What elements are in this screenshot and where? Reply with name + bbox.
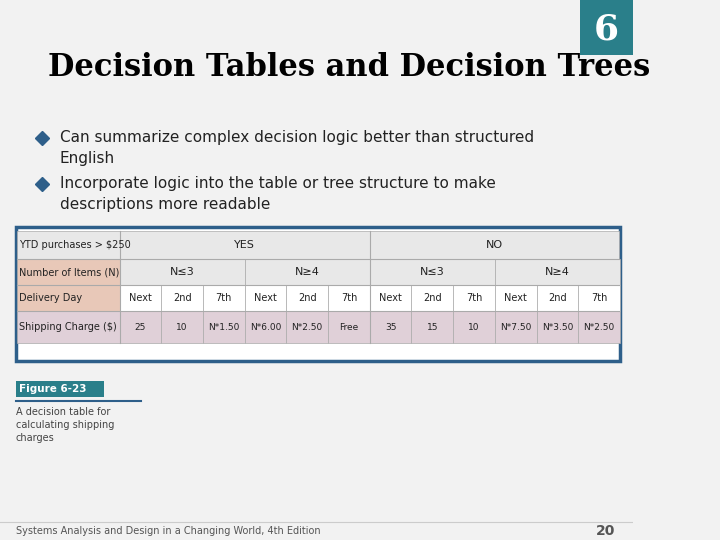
Text: Delivery Day: Delivery Day [19,293,83,303]
FancyBboxPatch shape [495,311,536,343]
Text: 15: 15 [426,322,438,332]
Text: Next: Next [129,293,152,303]
Text: Next: Next [504,293,527,303]
Text: 7th: 7th [216,293,232,303]
Text: 7th: 7th [591,293,607,303]
Text: Can summarize complex decision logic better than structured
English: Can summarize complex decision logic bet… [60,130,534,166]
FancyBboxPatch shape [120,285,161,311]
FancyBboxPatch shape [245,311,287,343]
FancyBboxPatch shape [328,285,370,311]
FancyBboxPatch shape [16,381,104,397]
Text: 6: 6 [594,13,619,47]
Text: YTD purchases > $250: YTD purchases > $250 [19,240,131,250]
FancyBboxPatch shape [578,311,620,343]
Text: 20: 20 [596,524,616,538]
Text: Incorporate logic into the table or tree structure to make
descriptions more rea: Incorporate logic into the table or tree… [60,177,495,212]
FancyBboxPatch shape [370,311,411,343]
FancyBboxPatch shape [370,231,619,259]
Text: N*2.50: N*2.50 [292,322,323,332]
Text: 35: 35 [385,322,397,332]
FancyBboxPatch shape [411,311,453,343]
FancyBboxPatch shape [328,311,370,343]
Text: 2nd: 2nd [298,293,317,303]
Text: 2nd: 2nd [423,293,441,303]
FancyBboxPatch shape [120,259,245,285]
Text: 7th: 7th [341,293,357,303]
FancyBboxPatch shape [203,311,245,343]
FancyBboxPatch shape [580,0,633,55]
FancyBboxPatch shape [16,227,620,361]
FancyBboxPatch shape [161,285,203,311]
FancyBboxPatch shape [17,259,120,285]
Text: N≤3: N≤3 [420,267,445,277]
Text: Next: Next [379,293,402,303]
FancyBboxPatch shape [161,311,203,343]
Text: 25: 25 [135,322,146,332]
FancyBboxPatch shape [495,259,620,285]
Text: NO: NO [486,240,503,250]
Text: N*1.50: N*1.50 [208,322,240,332]
FancyBboxPatch shape [17,285,120,311]
Text: 10: 10 [468,322,480,332]
FancyBboxPatch shape [453,285,495,311]
Text: Decision Tables and Decision Trees: Decision Tables and Decision Trees [48,52,651,83]
Text: N≥4: N≥4 [294,267,320,277]
Text: Number of Items (N): Number of Items (N) [19,267,120,277]
FancyBboxPatch shape [536,311,578,343]
FancyBboxPatch shape [245,259,370,285]
Text: 10: 10 [176,322,188,332]
Text: N≥4: N≥4 [545,267,570,277]
Text: Free: Free [339,322,359,332]
Text: Systems Analysis and Design in a Changing World, 4th Edition: Systems Analysis and Design in a Changin… [16,526,320,536]
FancyBboxPatch shape [17,231,120,259]
Text: N*3.50: N*3.50 [541,322,573,332]
Text: N*2.50: N*2.50 [583,322,615,332]
Text: 2nd: 2nd [173,293,192,303]
FancyBboxPatch shape [120,311,161,343]
FancyBboxPatch shape [370,259,495,285]
FancyBboxPatch shape [495,285,536,311]
Text: N*6.00: N*6.00 [250,322,282,332]
Text: 2nd: 2nd [548,293,567,303]
Text: 7th: 7th [466,293,482,303]
Text: N≤3: N≤3 [170,267,194,277]
Text: YES: YES [234,240,255,250]
FancyBboxPatch shape [120,231,370,259]
Text: Shipping Charge ($): Shipping Charge ($) [19,322,117,332]
FancyBboxPatch shape [245,285,287,311]
FancyBboxPatch shape [411,285,453,311]
FancyBboxPatch shape [370,285,411,311]
Text: N*7.50: N*7.50 [500,322,531,332]
FancyBboxPatch shape [287,311,328,343]
Text: Next: Next [254,293,277,303]
Text: Figure 6-23: Figure 6-23 [19,384,87,394]
FancyBboxPatch shape [578,285,620,311]
FancyBboxPatch shape [203,285,245,311]
Text: A decision table for
calculating shipping
charges: A decision table for calculating shippin… [16,407,114,443]
FancyBboxPatch shape [536,285,578,311]
FancyBboxPatch shape [17,311,120,343]
FancyBboxPatch shape [453,311,495,343]
FancyBboxPatch shape [287,285,328,311]
